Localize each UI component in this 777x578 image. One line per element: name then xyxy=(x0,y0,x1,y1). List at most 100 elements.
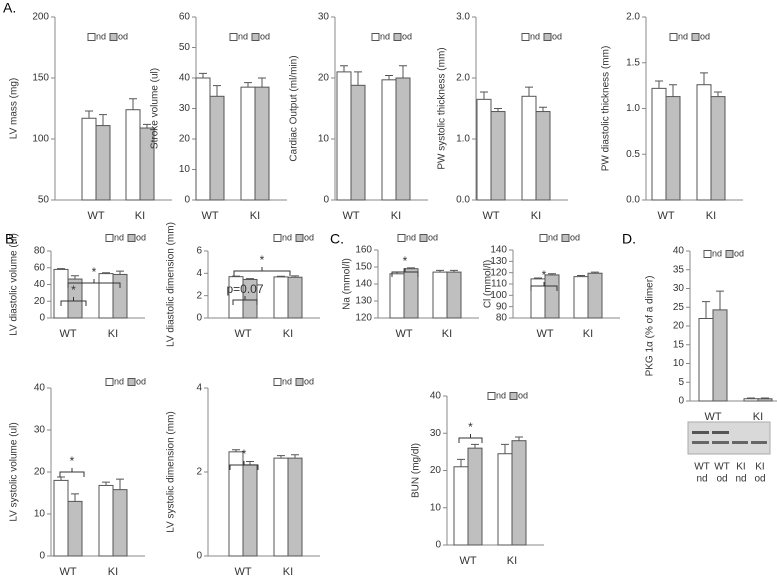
y-tick-label: 30 xyxy=(34,425,46,436)
legend-swatch xyxy=(273,378,282,386)
legend-swatch xyxy=(561,234,570,242)
bar xyxy=(446,271,462,319)
annotation: * xyxy=(468,420,473,434)
legend-label: nd xyxy=(114,232,124,242)
error-bar xyxy=(291,275,299,278)
significance-bracket xyxy=(233,267,291,276)
error-bar xyxy=(129,98,137,110)
significance-bracket xyxy=(530,282,558,291)
error-bar xyxy=(232,275,240,277)
y-tick-label: 100 xyxy=(32,134,49,145)
x-tick-label: KI xyxy=(753,411,763,423)
blot-lane-label: WT xyxy=(694,462,710,473)
error-bar xyxy=(534,277,542,279)
y-tick-label: 4 xyxy=(196,383,202,394)
x-tick-label: KI xyxy=(283,566,293,578)
bar xyxy=(497,453,513,546)
y-tick-label: 10 xyxy=(318,134,330,145)
annotation: * xyxy=(70,454,75,468)
legend-label: od xyxy=(570,232,580,242)
bar xyxy=(544,274,560,319)
y-tick-label: 50 xyxy=(179,42,191,53)
x-tick-label: KI xyxy=(583,328,593,340)
x-tick-label: WT xyxy=(536,328,553,340)
y-tick-label: 20 xyxy=(318,73,330,84)
legend-swatch xyxy=(295,378,304,386)
y-tick-label: 120 xyxy=(355,313,372,324)
y-tick-label: 20 xyxy=(430,465,442,476)
y-axis-title: PKG 1α (% of a dimer) xyxy=(645,276,656,377)
y-tick-label: 200 xyxy=(32,12,49,23)
y-tick-label: 0 xyxy=(196,313,202,324)
y-tick-label: 20 xyxy=(179,134,191,145)
bar xyxy=(125,109,141,201)
y-axis-title: Stroke volume (ul) xyxy=(150,68,161,149)
panel-label: A. xyxy=(3,0,16,16)
x-tick-label: KI xyxy=(531,210,541,222)
x-tick-label: KI xyxy=(135,210,145,222)
legend-swatch xyxy=(725,250,734,258)
y-tick-label: 0 xyxy=(678,396,684,407)
legend-swatch xyxy=(669,33,678,41)
y-tick-label: 40 xyxy=(34,383,46,394)
y-tick-label: 2.0 xyxy=(456,73,470,84)
y-axis-title: LV systolic volume (ul) xyxy=(9,422,20,521)
western-blot xyxy=(687,421,771,455)
panel-label: D. xyxy=(622,231,636,247)
y-axis-title: Na (mmol/l) xyxy=(342,258,353,310)
blot-lane-label: nd xyxy=(735,474,746,485)
x-tick-label: KI xyxy=(442,328,452,340)
y-tick-label: 150 xyxy=(32,73,49,84)
error-bar xyxy=(71,275,79,280)
error-bar xyxy=(116,478,124,490)
legend-swatch xyxy=(539,234,548,242)
legend-swatch xyxy=(109,33,118,41)
error-bar xyxy=(716,290,724,310)
error-bar xyxy=(244,82,252,88)
bar xyxy=(698,318,714,402)
error-bar xyxy=(354,71,362,86)
bar xyxy=(336,71,352,201)
legend-swatch xyxy=(87,33,96,41)
x-tick-label: WT xyxy=(201,210,218,222)
x-tick-label: WT xyxy=(459,555,476,567)
legend-label: od xyxy=(136,376,146,386)
x-tick-label: WT xyxy=(342,210,359,222)
y-tick-label: 140 xyxy=(490,245,507,256)
annotation: p=0.07 xyxy=(226,282,263,296)
y-tick-label: 2 xyxy=(196,290,202,301)
legend-label: od xyxy=(304,232,314,242)
y-axis-title: Cl (mmol/l) xyxy=(483,260,494,308)
y-axis-title: BUN (mg/dl) xyxy=(411,443,422,498)
x-tick-label: KI xyxy=(283,328,293,340)
x-tick-label: WT xyxy=(59,328,76,340)
legend-label: nd xyxy=(282,376,292,386)
y-tick-label: 35 xyxy=(673,264,685,275)
error-bar xyxy=(258,77,266,88)
y-tick-label: 3.0 xyxy=(456,12,470,23)
error-bar xyxy=(246,278,254,280)
bar xyxy=(432,271,448,319)
bar xyxy=(209,95,225,201)
error-bar xyxy=(277,455,285,459)
error-bar xyxy=(213,85,221,97)
legend-swatch xyxy=(127,378,136,386)
x-tick-label: WT xyxy=(59,566,76,578)
error-bar xyxy=(85,110,93,119)
y-tick-label: 130 xyxy=(355,296,372,307)
y-tick-label: 60 xyxy=(179,12,191,23)
x-tick-label: WT xyxy=(234,566,251,578)
legend-label: od xyxy=(552,31,562,41)
y-tick-label: 6 xyxy=(196,246,202,257)
error-bar xyxy=(539,106,547,112)
blot-lane-label: od xyxy=(716,474,727,485)
y-tick-label: 10 xyxy=(673,358,685,369)
y-tick-label: 130 xyxy=(490,256,507,267)
annotation: * xyxy=(242,447,247,461)
bar xyxy=(696,84,712,201)
panel-label: C. xyxy=(330,231,344,247)
error-bar xyxy=(471,443,479,449)
y-tick-label: 0.5 xyxy=(626,149,640,160)
bar xyxy=(395,77,411,201)
legend-label: od xyxy=(700,31,710,41)
